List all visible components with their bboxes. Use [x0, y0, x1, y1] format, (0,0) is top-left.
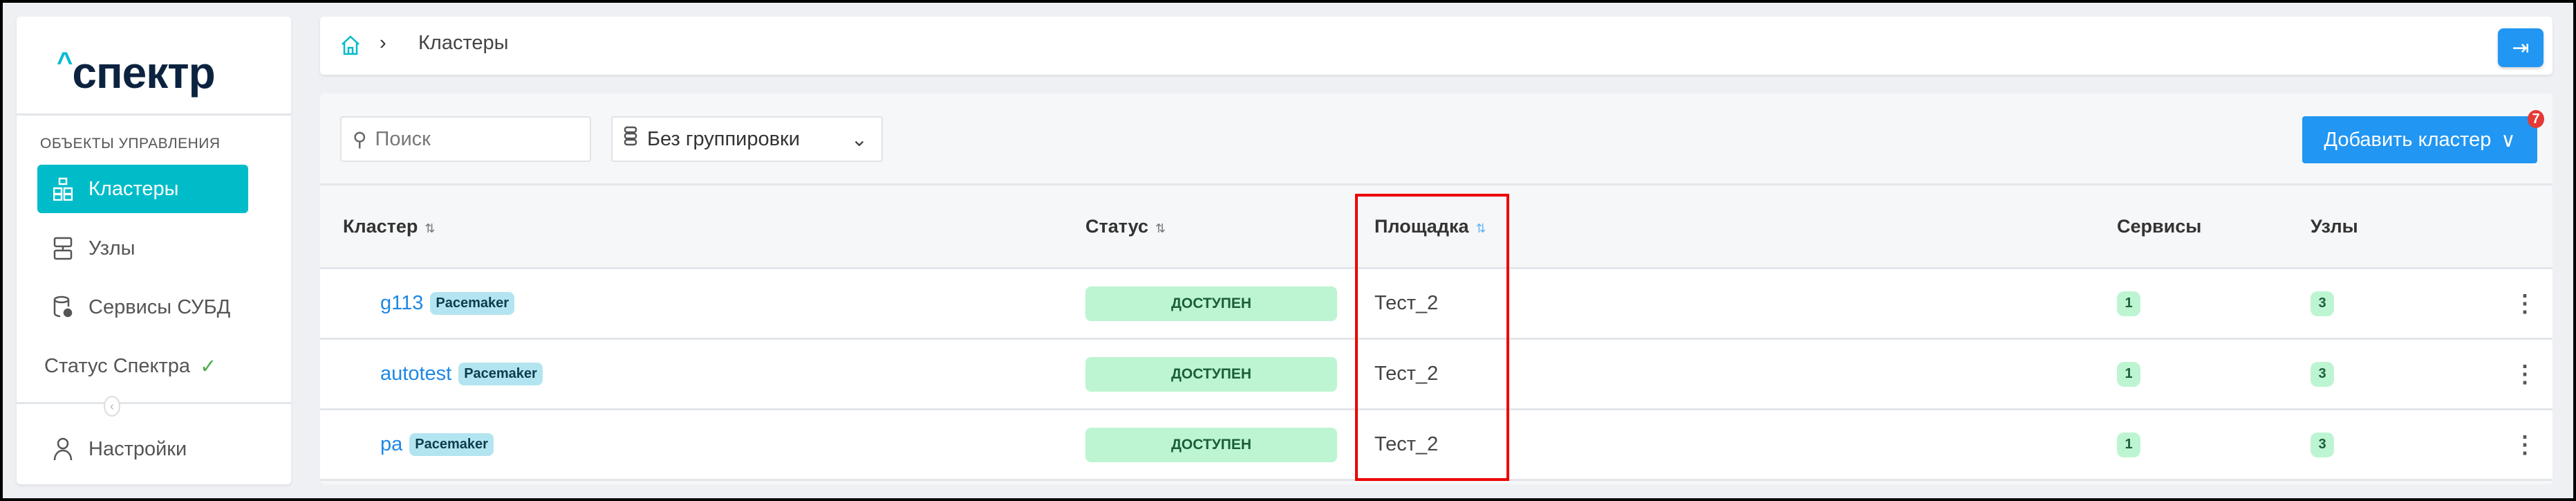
cluster-cell: g113 Pacemaker — [380, 269, 515, 338]
login-button[interactable]: ⇥ — [2498, 28, 2544, 67]
services-count-badge: 1 — [2117, 361, 2140, 387]
sign-in-icon: ⇥ — [2512, 36, 2530, 60]
sidebar-item-label: Статус Спектра — [44, 354, 191, 377]
cluster-link[interactable]: g113 — [380, 292, 424, 314]
stack-icon — [624, 126, 637, 152]
database-gear-icon — [53, 295, 73, 319]
sort-asc-icon: ⇅ — [1475, 221, 1486, 235]
search-placeholder: Поиск — [375, 127, 431, 150]
sidebar-item-dbms-services[interactable]: Сервисы СУБД — [37, 283, 248, 331]
nodes-count-badge: 3 — [2311, 432, 2334, 457]
cluster-icon — [53, 177, 73, 201]
cluster-cell: pa Pacemaker — [380, 410, 494, 479]
server-icon — [53, 237, 73, 260]
cluster-type-badge: Pacemaker — [458, 363, 543, 385]
nodes-cell: 3 — [2311, 269, 2334, 338]
table-row: pa Pacemaker ДОСТУПЕН Тест_2 1 3 ⋮ — [320, 410, 2552, 481]
column-header-status[interactable]: Статус ⇅ — [1085, 216, 1166, 237]
table-row: autotest Pacemaker ДОСТУПЕН Тест_2 1 3 ⋮ — [320, 340, 2552, 410]
services-cell: 1 — [2117, 340, 2140, 408]
divider — [17, 402, 291, 404]
home-icon[interactable] — [341, 35, 360, 59]
column-header-cluster[interactable]: Кластер ⇅ — [343, 216, 436, 237]
chevron-down-icon: ∨ — [2501, 129, 2516, 152]
nodes-cell: 3 — [2311, 340, 2334, 408]
cluster-link[interactable]: autotest — [380, 363, 452, 385]
status-cell: ДОСТУПЕН — [1085, 269, 1337, 338]
search-input[interactable]: ⚲ Поиск — [340, 116, 591, 162]
row-menu-icon[interactable]: ⋮ — [2513, 361, 2537, 388]
table-header: Кластер ⇅ Статус ⇅ Площадка ⇅ Сервисы Узлы — [320, 183, 2552, 269]
nodes-cell: 3 — [2311, 410, 2334, 479]
add-cluster-label: Добавить кластер — [2324, 128, 2492, 151]
services-count-badge: 1 — [2117, 432, 2140, 457]
header-bar: › Кластеры ⇥ — [320, 17, 2552, 75]
nodes-count-badge: 3 — [2311, 291, 2334, 316]
nodes-count-badge: 3 — [2311, 361, 2334, 387]
logo[interactable]: ^спектр — [57, 47, 216, 98]
row-menu-icon[interactable]: ⋮ — [2513, 431, 2537, 458]
grouping-select[interactable]: Без группировки ⌄ — [611, 116, 883, 162]
status-cell: ДОСТУПЕН — [1085, 340, 1337, 408]
status-badge: ДОСТУПЕН — [1085, 356, 1337, 392]
status-badge: ДОСТУПЕН — [1085, 427, 1337, 462]
services-count-badge: 1 — [2117, 291, 2140, 316]
column-header-site[interactable]: Площадка ⇅ — [1374, 216, 1486, 237]
section-title: ОБЪЕКТЫ УПРАВЛЕНИЯ — [40, 136, 221, 152]
sidebar-item-spectr-status[interactable]: Статус Спектра ✓ — [37, 342, 248, 390]
status-badge: ДОСТУПЕН — [1085, 286, 1337, 321]
add-cluster-button[interactable]: Добавить кластер ∨ — [2302, 116, 2537, 163]
grouping-value: Без группировки — [647, 127, 800, 150]
services-cell: 1 — [2117, 269, 2140, 338]
cluster-link[interactable]: pa — [380, 433, 403, 455]
chevron-right-icon: › — [380, 32, 386, 54]
column-header-services: Сервисы — [2117, 216, 2202, 237]
sidebar-item-label: Настройки — [88, 437, 187, 460]
breadcrumb-current: Кластеры — [418, 32, 509, 54]
services-cell: 1 — [2117, 410, 2140, 479]
search-icon: ⚲ — [353, 128, 367, 150]
row-menu-icon[interactable]: ⋮ — [2513, 290, 2537, 317]
chevron-down-icon: ⌄ — [850, 128, 868, 151]
cluster-type-badge: Pacemaker — [430, 292, 515, 315]
sidebar-item-nodes[interactable]: Узлы — [37, 224, 248, 273]
sort-icon: ⇅ — [1155, 221, 1166, 235]
cluster-cell: autotest Pacemaker — [380, 340, 543, 408]
site-cell: Тест_2 — [1374, 363, 1439, 385]
sidebar-item-label: Кластеры — [88, 177, 179, 200]
cluster-type-badge: Pacemaker — [409, 433, 494, 456]
sidebar: ^спектр ОБЪЕКТЫ УПРАВЛЕНИЯ Кластеры Узлы… — [17, 17, 291, 484]
divider — [17, 113, 291, 116]
site-cell: Тест_2 — [1374, 433, 1439, 455]
sidebar-item-clusters[interactable]: Кластеры — [37, 165, 248, 213]
status-cell: ДОСТУПЕН — [1085, 410, 1337, 479]
clusters-panel: ⚲ Поиск Без группировки ⌄ Добавить класт… — [320, 93, 2552, 484]
sidebar-item-label: Сервисы СУБД — [88, 295, 231, 318]
table-row: g113 Pacemaker ДОСТУПЕН Тест_2 1 3 ⋮ — [320, 269, 2552, 340]
column-header-nodes: Узлы — [2311, 216, 2358, 237]
sidebar-item-label: Узлы — [88, 237, 136, 259]
user-icon — [53, 437, 73, 461]
sidebar-item-settings[interactable]: Настройки — [37, 425, 248, 473]
site-cell: Тест_2 — [1374, 292, 1439, 314]
collapse-sidebar-button[interactable]: ‹ — [104, 396, 120, 417]
notification-badge: 7 — [2528, 110, 2544, 128]
check-icon: ✓ — [200, 355, 217, 378]
sort-icon: ⇅ — [424, 221, 436, 235]
